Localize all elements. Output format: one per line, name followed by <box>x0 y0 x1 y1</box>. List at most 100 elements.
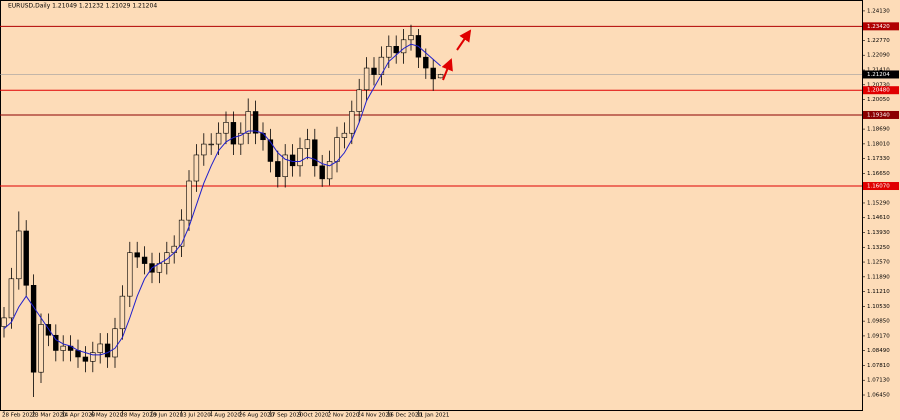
level-label-box <box>863 182 899 191</box>
moving-average <box>3 43 441 356</box>
arrow <box>441 58 453 81</box>
candle-body <box>112 328 118 358</box>
candle-body <box>215 132 222 145</box>
candle-body <box>312 139 318 167</box>
candle-body <box>119 295 126 330</box>
candle-body <box>363 67 370 91</box>
candle-body <box>289 154 296 167</box>
candle-body <box>245 111 251 134</box>
y-tick-label: 1.12570 <box>867 260 890 266</box>
candle-body <box>60 345 66 351</box>
y-tick-label: 1.20730 <box>867 82 890 88</box>
candle-body <box>371 67 377 75</box>
y-tick-label: 1.13930 <box>867 230 890 236</box>
candle-body <box>437 74 444 79</box>
x-tick-label: 2 Nov 2020 <box>328 413 360 419</box>
candle-body <box>1 317 7 327</box>
y-tick-label: 1.18010 <box>867 141 890 147</box>
candle-body <box>430 67 436 80</box>
candle-body <box>297 148 303 167</box>
candle-body <box>275 161 281 177</box>
candle-body <box>349 111 355 134</box>
y-tick-label: 1.09850 <box>867 319 890 325</box>
y-tick-label: 1.13250 <box>867 245 890 251</box>
candle-body <box>238 132 244 145</box>
x-tick-label: 26 Aug 2020 <box>239 413 275 419</box>
candle-body <box>186 180 192 221</box>
x-tick-label: 16 Dec 2020 <box>387 413 423 419</box>
y-tick-label: 1.18690 <box>867 127 890 133</box>
x-tick-label: 28 Feb 2020 <box>2 413 37 419</box>
candle-body <box>201 143 207 156</box>
x-tick-label: 9 Oct 2020 <box>298 413 329 419</box>
y-tick-label: 1.10530 <box>867 304 890 310</box>
candle-body <box>304 139 311 149</box>
candle-body <box>423 56 429 69</box>
y-tick-label: 1.07130 <box>867 378 890 384</box>
x-tick-label: 19 Jun 2020 <box>150 413 184 419</box>
price-label-box <box>863 70 899 79</box>
arrow <box>456 29 472 51</box>
x-tick-label: 24 Nov 2020 <box>357 413 393 419</box>
y-tick-label: 1.20050 <box>867 97 890 103</box>
level-label: 1.20480 <box>867 88 890 94</box>
candle-body <box>23 230 29 286</box>
candle-body <box>393 46 399 54</box>
candle-body <box>164 252 170 264</box>
candle-body <box>334 137 340 162</box>
x-tick-label: 13 Jul 2020 <box>180 413 212 419</box>
level-label: 1.16070 <box>867 184 890 190</box>
level-label-box <box>863 86 899 95</box>
candle-body <box>127 252 133 297</box>
y-tick-label: 1.24130 <box>867 8 890 14</box>
x-tick-label: 11 Jan 2021 <box>416 413 449 419</box>
candle-body <box>8 278 15 319</box>
candle-body <box>208 143 214 146</box>
y-tick-label: 1.11210 <box>867 289 890 295</box>
y-tick-label: 1.22090 <box>867 53 890 59</box>
candle-body <box>193 154 200 182</box>
x-tick-label: 14 Apr 2020 <box>61 413 96 419</box>
candle-body <box>16 230 22 280</box>
candle-body <box>386 46 392 58</box>
x-tick-label: 28 May 2020 <box>120 413 156 419</box>
level-label: 1.19340 <box>867 112 890 118</box>
candle-body <box>104 343 111 358</box>
candle-body <box>408 35 414 41</box>
candle-body <box>82 356 89 362</box>
candle-body <box>178 219 185 247</box>
y-tick-label: 1.07810 <box>867 363 890 369</box>
y-tick-label: 1.22770 <box>867 38 890 44</box>
price-label: 1.21204 <box>867 72 890 78</box>
candle-body <box>319 165 325 180</box>
level-label: 1.23420 <box>867 24 890 30</box>
candle-body <box>53 334 59 351</box>
candle-body <box>267 139 274 162</box>
candle-body <box>90 352 96 362</box>
plot-frame <box>0 0 863 411</box>
candle-body <box>141 256 148 264</box>
candle-body <box>400 39 407 54</box>
y-tick-label: 1.15290 <box>867 200 890 206</box>
candle-body <box>341 132 348 138</box>
y-tick-label: 1.09170 <box>867 333 890 339</box>
candle-body <box>252 111 259 134</box>
plot: 1.06450 1.07130 1.07810 1.08490 1.09170 1.098… <box>0 8 899 419</box>
candle-body <box>223 122 229 134</box>
level-label-box <box>863 22 899 31</box>
x-tick-label: 17 Sep 2020 <box>268 413 303 419</box>
candle-body <box>356 89 362 112</box>
y-tick-label: 1.14610 <box>867 215 890 221</box>
y-tick-label: 1.17330 <box>867 156 890 162</box>
y-tick-label: 1.16650 <box>867 171 890 177</box>
chart-title: EURUSD,Daily 1.21049 1.21232 1.21029 1.2… <box>8 3 157 10</box>
candle-body <box>45 324 52 336</box>
x-tick-label: 4 Aug 2020 <box>209 413 241 419</box>
candle-body <box>260 132 266 141</box>
x-tick-label: 6 May 2020 <box>91 413 124 419</box>
x-tick-label: 23 Mar 2020 <box>32 413 67 419</box>
y-tick-label: 1.08490 <box>867 348 890 354</box>
y-tick-label: 1.11890 <box>867 274 890 280</box>
